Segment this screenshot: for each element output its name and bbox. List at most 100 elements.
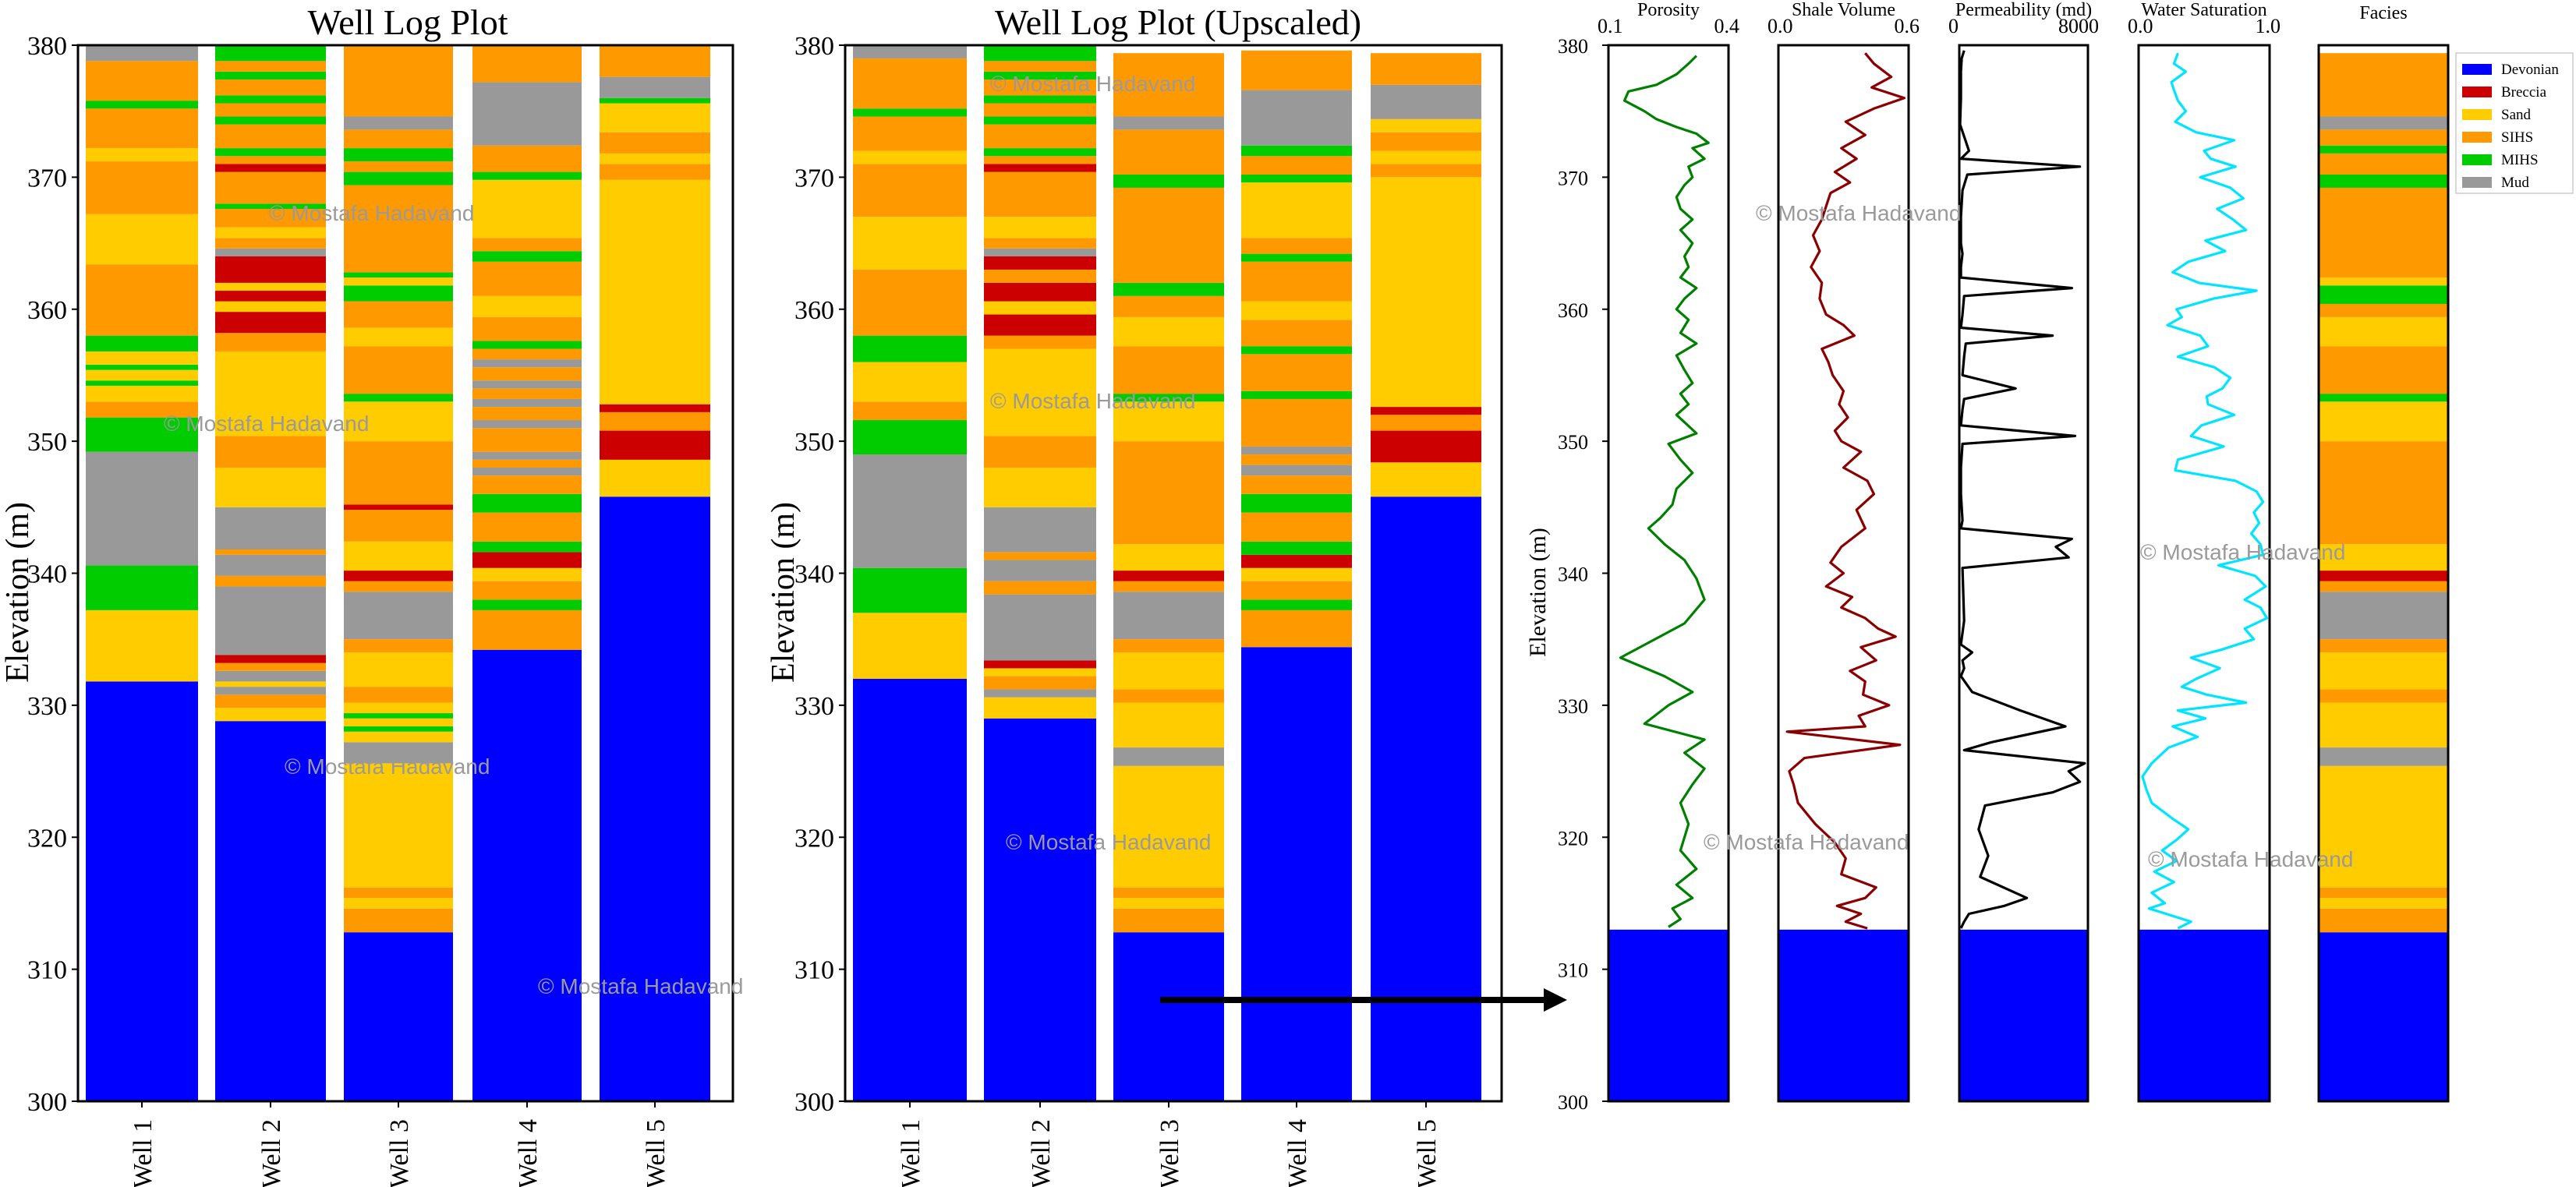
facies-interval-sand <box>472 179 582 238</box>
facies-interval-sihs <box>86 108 198 149</box>
facies-interval-mihs <box>853 567 967 613</box>
facies-interval-sand <box>2319 652 2448 690</box>
watermark-text: © Mostafa Hadavand <box>285 754 490 779</box>
facies-interval-sand <box>344 652 453 687</box>
panel-title: Well Log Plot <box>308 2 508 42</box>
facies-interval-breccia <box>600 430 710 460</box>
facies-interval-devonian <box>853 679 967 1101</box>
x-tick-label: 0.4 <box>1714 15 1740 37</box>
facies-interval-sihs <box>984 124 1096 149</box>
facies-interval-mihs <box>215 71 326 80</box>
facies-interval-sihs <box>853 116 967 151</box>
facies-interval-sihs <box>1113 53 1224 117</box>
facies-interval-sand <box>2319 544 2448 571</box>
x-tick-label: 0.0 <box>2128 15 2153 37</box>
facies-interval-mihs <box>2319 145 2448 154</box>
facies-interval-sand <box>1241 182 1352 238</box>
facies-interval-sihs <box>1113 295 1224 317</box>
legend-label: Sand <box>2501 107 2532 123</box>
facies-interval-sihs <box>2319 153 2448 175</box>
well-column-5 <box>1371 53 1481 1101</box>
facies-interval-sihs <box>984 103 1096 117</box>
well-column-4 <box>472 45 582 1101</box>
y-tick-label: 340 <box>27 560 67 589</box>
track-frame <box>1958 44 2089 1103</box>
facies-interval-breccia <box>600 404 710 412</box>
legend-label: Mud <box>2501 175 2529 191</box>
watermark-text: © Mostafa Hadavand <box>990 72 1195 96</box>
facies-interval-sand <box>344 731 453 743</box>
facies-interval-breccia <box>984 164 1096 172</box>
facies-interval-mihs <box>472 251 582 262</box>
facies-interval-sihs <box>1241 320 1352 347</box>
facies-interval-breccia <box>344 571 453 581</box>
y-tick-label: 380 <box>27 32 67 61</box>
y-tick-label: 370 <box>27 164 67 193</box>
facies-interval-sihs <box>1113 581 1224 592</box>
facies-interval-devonian <box>472 649 582 1101</box>
facies-interval-sihs <box>344 301 453 328</box>
facies-interval-sihs <box>215 79 326 96</box>
facies-interval-mihs <box>344 713 453 719</box>
facies-interval-sihs <box>984 676 1096 690</box>
facies-interval-sand <box>215 351 326 436</box>
facies-interval-sand <box>1113 544 1224 571</box>
facies-interval-sihs <box>1241 50 1352 90</box>
facies-interval-sihs <box>472 512 582 542</box>
facies-interval-sihs <box>86 401 198 418</box>
facies-track: Facies <box>2317 3 2450 1103</box>
facies-interval-sihs <box>2319 346 2448 394</box>
y-tick-label: 330 <box>794 692 834 721</box>
legend-swatch-sand <box>2462 109 2492 120</box>
x-tick-label: 1.0 <box>2256 15 2281 37</box>
facies-interval-mihs <box>344 285 453 302</box>
facies-interval-sand <box>1371 118 1481 132</box>
facies-interval-sand <box>344 277 453 286</box>
track-title: Facies <box>2359 3 2407 23</box>
facies-interval-mud <box>984 507 1096 553</box>
facies-interval-sihs <box>984 335 1096 349</box>
y-axis-label: Elevation (m) <box>766 502 801 683</box>
facies-interval-sand <box>984 301 1096 315</box>
facies-interval-mud <box>344 116 453 130</box>
devonian-basement-fill <box>2139 929 2270 1101</box>
facies-interval-mihs <box>215 45 326 62</box>
watermark-text: © Mostafa Hadavand <box>2148 847 2353 871</box>
facies-interval-sand <box>86 214 198 265</box>
facies-interval-sihs <box>1113 908 1224 933</box>
y-tick-label: 320 <box>27 824 67 853</box>
track-title: Porosity <box>1637 0 1700 20</box>
facies-interval-sihs <box>2319 639 2448 653</box>
facies-interval-mihs <box>2319 394 2448 402</box>
facies-interval-sihs <box>472 407 582 421</box>
facies-interval-sand <box>1113 401 1224 442</box>
y-tick-label: 300 <box>27 1088 67 1117</box>
well-column-2 <box>984 45 1096 1101</box>
facies-interval-sihs <box>1241 156 1352 175</box>
y-tick-label: 340 <box>1558 563 1588 586</box>
well-column-2 <box>215 45 326 1101</box>
facies-interval-sand <box>600 179 710 404</box>
facies-interval-mihs <box>1241 493 1352 513</box>
facies-interval-mud <box>472 420 582 429</box>
facies-interval-sihs <box>472 367 582 381</box>
facies-interval-sand <box>2319 898 2448 909</box>
facies-interval-sand <box>86 351 198 365</box>
facies-interval-sand <box>2319 316 2448 347</box>
facies-interval-sihs <box>2319 689 2448 703</box>
facies-interval-mihs <box>472 341 582 349</box>
y-tick-label: 320 <box>1558 827 1588 850</box>
facies-interval-mihs <box>86 364 198 370</box>
facies-interval-sihs <box>1241 261 1352 302</box>
facies-interval-sand <box>853 613 967 679</box>
facies-interval-sand <box>344 327 453 347</box>
upscaled-well-log-plot-panel: Well Log Plot (Upscaled) Elevation (m) W… <box>766 2 1503 1187</box>
legend-swatch-breccia <box>2462 87 2492 97</box>
track-title: Water Saturation <box>2141 0 2266 20</box>
y-tick-label: 370 <box>1558 167 1588 189</box>
legend-swatch-sihs <box>2462 132 2492 143</box>
track-title: Permeability (md) <box>1955 0 2092 20</box>
well-log-plot-panel: Well Log Plot Elevation (m) Well 1 Well 2… <box>0 2 734 1187</box>
facies-interval-mihs <box>472 541 582 553</box>
facies-interval-sand <box>984 348 1096 436</box>
